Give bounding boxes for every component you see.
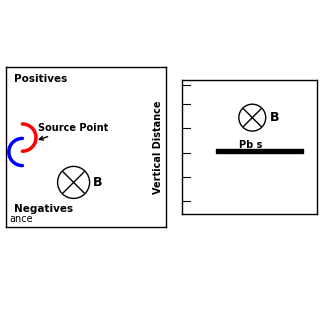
Bar	[216, 148, 303, 153]
Text: ance: ance	[10, 214, 33, 224]
Text: Pb s: Pb s	[239, 140, 262, 149]
Text: B: B	[93, 176, 102, 189]
Text: B: B	[270, 111, 279, 124]
Text: Source Point: Source Point	[38, 123, 109, 140]
Text: Negatives: Negatives	[14, 204, 74, 214]
Text: Positives: Positives	[14, 74, 68, 84]
Text: Vertical Distance: Vertical Distance	[153, 100, 163, 194]
